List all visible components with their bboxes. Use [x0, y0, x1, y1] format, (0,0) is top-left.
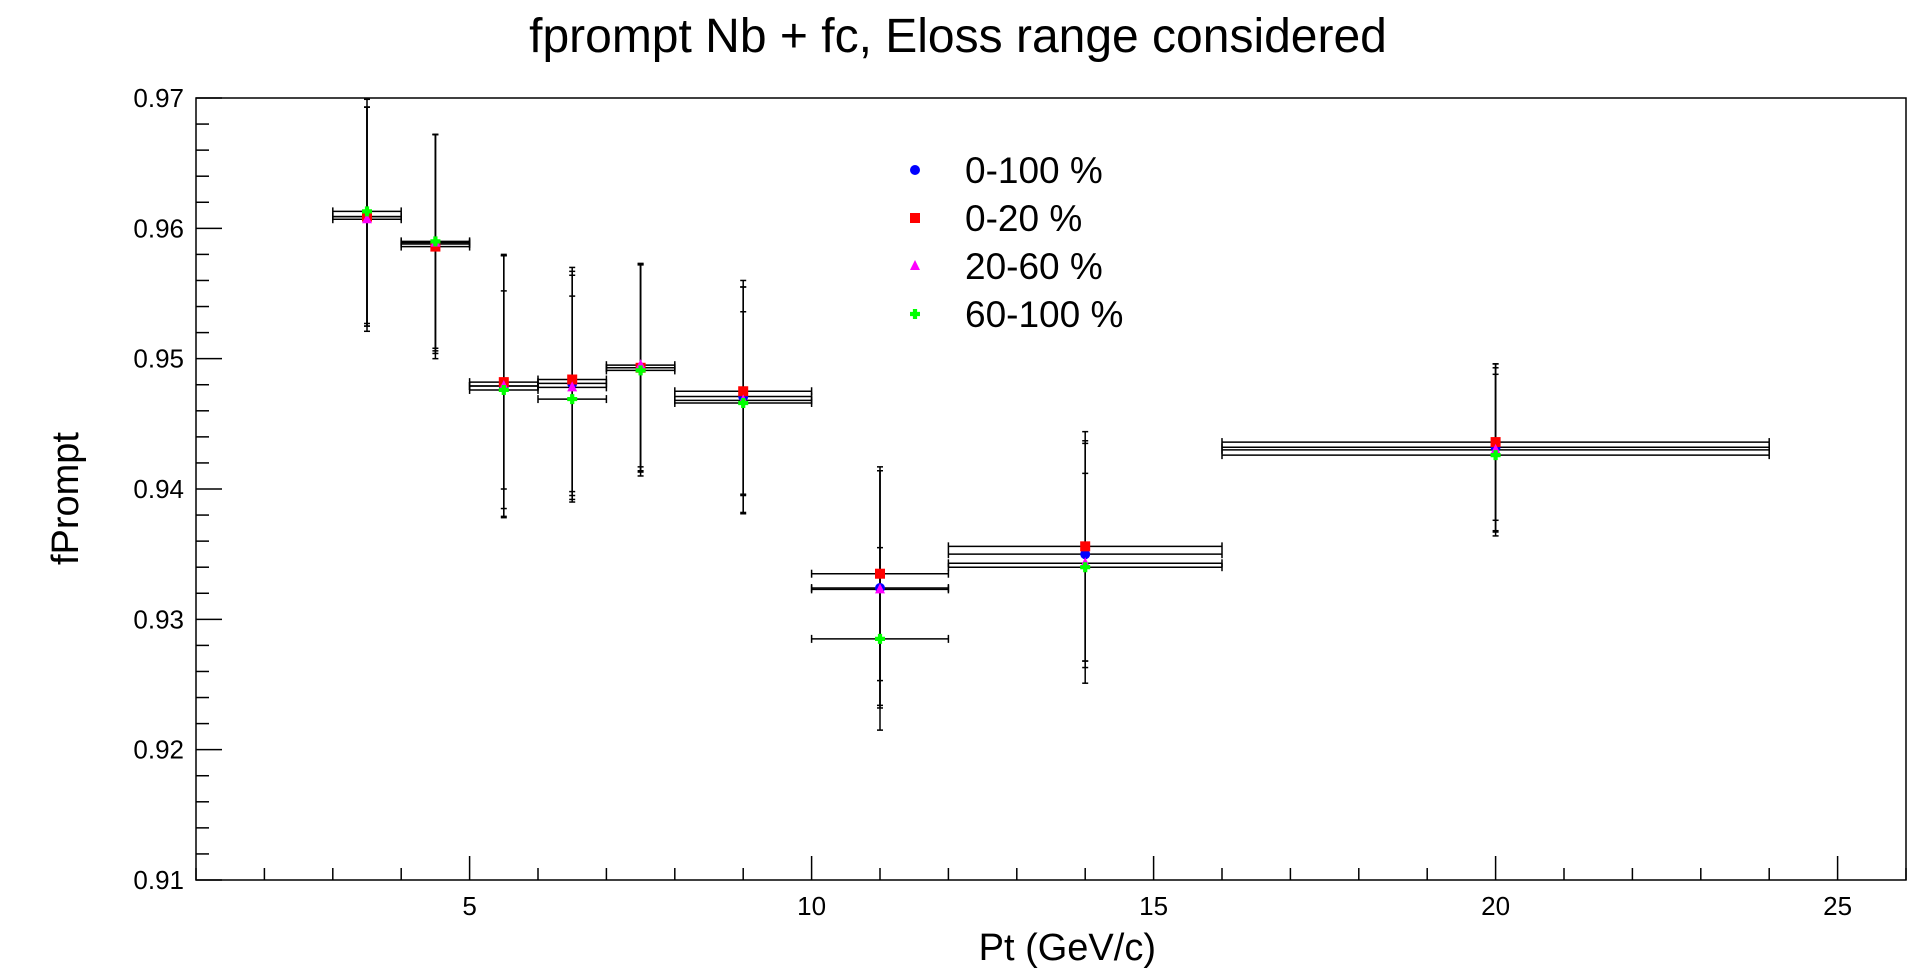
legend-label: 60-100 % [965, 294, 1123, 335]
legend-marker-triangle [910, 260, 920, 270]
y-tick-label: 0.92 [133, 735, 184, 765]
x-axis: 5 10 15 20 25 [195, 856, 1907, 921]
data-markers [362, 206, 1501, 644]
y-tick-label: 0.91 [133, 865, 184, 895]
y-tick-label: 0.95 [133, 344, 184, 374]
legend-label: 20-60 % [965, 246, 1103, 287]
data-point-triangle [362, 213, 372, 224]
legend-label: 0-100 % [965, 150, 1103, 191]
legend-marker-circle [910, 165, 920, 175]
data-point-cross [362, 206, 372, 217]
y-tick-label: 0.93 [133, 604, 184, 634]
data-point-square [738, 386, 749, 397]
x-tick-label: 10 [797, 891, 826, 921]
legend-label: 0-20 % [965, 198, 1082, 239]
data-point-square [1080, 541, 1091, 552]
x-tick-label: 25 [1823, 891, 1852, 921]
data-point-cross [875, 633, 885, 644]
x-tick-label: 5 [462, 891, 476, 921]
legend: 0-100 % 0-20 % 20-60 % 60-100 % [910, 150, 1123, 335]
data-point-cross [635, 365, 646, 376]
x-tick-label: 20 [1481, 891, 1510, 921]
data-point-square [875, 568, 885, 579]
y-axis: 0.91 0.92 0.93 0.94 0.95 0.96 0.97 [133, 83, 222, 895]
legend-marker-cross [910, 309, 920, 319]
x-axis-title: Pt (GeV/c) [979, 927, 1156, 969]
x-tick-label: 15 [1139, 891, 1168, 921]
data-point-triangle [635, 359, 646, 370]
y-tick-label: 0.96 [133, 213, 184, 243]
data-point-cross [1490, 450, 1501, 461]
data-point-triangle [875, 583, 885, 594]
data-point-cross [738, 397, 749, 408]
data-point-triangle [1490, 443, 1501, 454]
data-point-cross [430, 236, 441, 247]
data-point-cross [567, 394, 578, 405]
y-axis-title: fPrompt [45, 432, 87, 565]
data-point-triangle [567, 381, 578, 392]
data-point-square [567, 374, 578, 385]
chart-title: fprompt Nb + fc, Eloss range considered [529, 10, 1387, 63]
y-tick-label: 0.97 [133, 83, 184, 113]
legend-marker-square [910, 213, 920, 223]
data-point-square [1490, 437, 1501, 448]
data-point-circle [1080, 549, 1091, 560]
data-point-cross [1080, 562, 1091, 573]
y-tick-label: 0.94 [133, 474, 184, 504]
data-point-cross [498, 384, 509, 395]
